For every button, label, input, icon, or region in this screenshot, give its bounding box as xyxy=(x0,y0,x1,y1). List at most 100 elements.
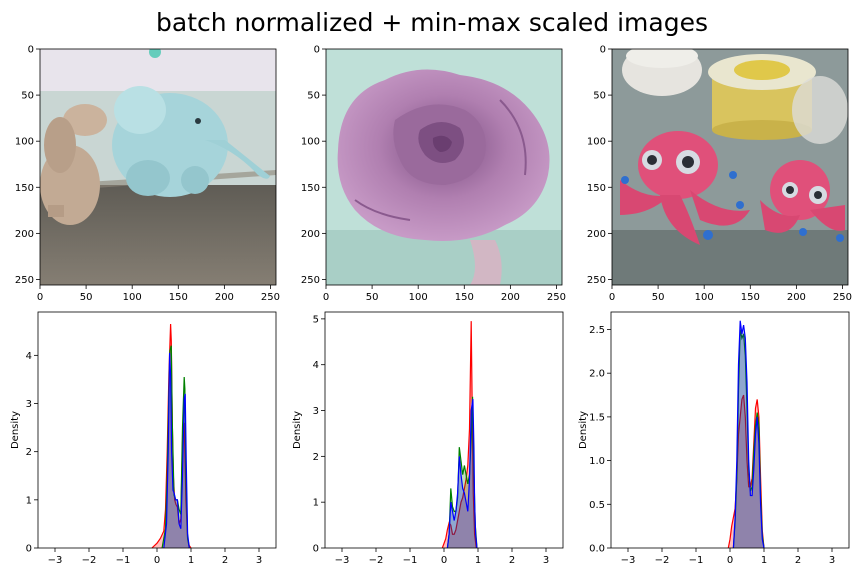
xtick-label: −2 xyxy=(82,555,97,566)
image-xtick-label: 100 xyxy=(123,292,142,303)
image-ytick-label: 0 xyxy=(28,45,34,56)
figure-title: batch normalized + min-max scaled images xyxy=(156,8,708,37)
density-line-series-2 xyxy=(446,396,478,549)
image-panel-2 xyxy=(325,48,563,286)
density-plots: −3 −2 −1 0 1 2 3 0 1 2 3 4 Density −3 −2 −1 0 1 2 3 0 1 2 3 4 5 De… xyxy=(10,311,850,566)
ytick-label: 1 xyxy=(313,498,319,509)
y-axis-label: Density xyxy=(578,411,589,449)
density-line-series-3 xyxy=(732,320,765,549)
xtick-label: −3 xyxy=(335,555,350,566)
image-ytick-label: 100 xyxy=(15,137,34,148)
image-xtick-label: 0 xyxy=(37,292,43,303)
density-plot-3: −3 −2 −1 0 1 2 3 0.0 0.5 1.0 1.5 2.0 2.5 Density xyxy=(578,311,850,566)
xtick-label: 2 xyxy=(509,555,515,566)
density-fill-series-3 xyxy=(447,399,477,548)
density-fill-series-2 xyxy=(733,329,764,548)
density-fill-series-3 xyxy=(163,352,190,548)
image-xtick-label: 250 xyxy=(261,292,280,303)
xtick-label: 1 xyxy=(475,555,481,566)
image-xtick-label: 150 xyxy=(455,292,474,303)
xtick-label: 0 xyxy=(154,555,160,566)
image-ytick-label: 250 xyxy=(15,275,34,286)
density-plot-2: −3 −2 −1 0 1 2 3 0 1 2 3 4 5 Density xyxy=(292,311,564,566)
ytick-label: 3 xyxy=(313,406,319,417)
xtick-label: −3 xyxy=(48,555,63,566)
image-ytick-label: 100 xyxy=(301,137,320,148)
ytick-label: 4 xyxy=(313,360,319,371)
plot-area xyxy=(325,312,563,548)
ytick-label: 0 xyxy=(313,544,319,555)
image-xtick-label: 0 xyxy=(323,292,329,303)
image-ytick-label: 0 xyxy=(314,45,320,56)
image-xtick-label: 50 xyxy=(80,292,93,303)
image-xtick-label: 200 xyxy=(215,292,234,303)
image-xtick-label: 50 xyxy=(366,292,379,303)
ytick-label: 1.5 xyxy=(589,412,605,423)
image-xtick-label: 250 xyxy=(833,292,852,303)
image-xtick-label: 200 xyxy=(787,292,806,303)
image-octopuses xyxy=(612,49,848,285)
image-xtick-label: 150 xyxy=(169,292,188,303)
image-ytick-label: 150 xyxy=(15,183,34,194)
image-xtick-label: 50 xyxy=(652,292,665,303)
image-ytick-label: 50 xyxy=(593,91,606,102)
y-axis-label: Density xyxy=(10,411,21,449)
ytick-label: 1 xyxy=(26,495,32,506)
image-ytick-label: 50 xyxy=(21,91,34,102)
density-fill-series-1 xyxy=(442,321,477,548)
image-ytick-label: 100 xyxy=(587,137,606,148)
image-xtick-label: 250 xyxy=(547,292,566,303)
xtick-label: 2 xyxy=(795,555,801,566)
image-xtick-label: 100 xyxy=(409,292,428,303)
image-ytick-label: 200 xyxy=(15,229,34,240)
ytick-label: 0.5 xyxy=(589,500,605,511)
image-ytick-label: 250 xyxy=(587,275,606,286)
xtick-label: 3 xyxy=(256,555,262,566)
image-ytick-label: 0 xyxy=(600,45,606,56)
xtick-label: 2 xyxy=(222,555,228,566)
density-line-series-3 xyxy=(163,352,190,549)
image-xtick-label: 0 xyxy=(609,292,615,303)
density-fill-series-3 xyxy=(733,320,764,548)
xtick-label: 3 xyxy=(829,555,835,566)
density-line-series-3 xyxy=(446,398,478,549)
ytick-label: 1.0 xyxy=(589,456,605,467)
xtick-label: 1 xyxy=(761,555,767,566)
y-axis-label: Density xyxy=(292,411,303,449)
image-panel-3 xyxy=(611,48,849,286)
image-xtick-label: 150 xyxy=(741,292,760,303)
density-plot-1: −3 −2 −1 0 1 2 3 0 1 2 3 4 Density xyxy=(10,311,277,566)
xtick-label: 1 xyxy=(188,555,194,566)
ytick-label: 0 xyxy=(26,544,32,555)
ytick-label: 2.0 xyxy=(589,369,605,380)
density-line-series-1 xyxy=(727,394,765,549)
xtick-label: 0 xyxy=(441,555,447,566)
image-ytick-label: 200 xyxy=(587,229,606,240)
ytick-label: 3 xyxy=(26,399,32,410)
xtick-label: 3 xyxy=(543,555,549,566)
image-camel-elephant xyxy=(40,49,276,285)
image-rose xyxy=(326,49,562,285)
ytick-label: 5 xyxy=(313,314,319,325)
ytick-label: 4 xyxy=(26,351,32,362)
image-ytick-label: 200 xyxy=(301,229,320,240)
image-ytick-label: 150 xyxy=(587,183,606,194)
ytick-label: 2.5 xyxy=(589,325,605,336)
ytick-label: 0.0 xyxy=(589,544,605,555)
xtick-label: −1 xyxy=(403,555,418,566)
plot-area xyxy=(38,312,276,548)
xtick-label: 0 xyxy=(727,555,733,566)
xtick-label: −2 xyxy=(369,555,384,566)
image-ytick-label: 50 xyxy=(307,91,320,102)
plot-area xyxy=(611,312,849,548)
xtick-label: −2 xyxy=(655,555,670,566)
image-xtick-label: 100 xyxy=(695,292,714,303)
xtick-label: −3 xyxy=(621,555,636,566)
ytick-label: 2 xyxy=(313,452,319,463)
xtick-label: −1 xyxy=(116,555,131,566)
